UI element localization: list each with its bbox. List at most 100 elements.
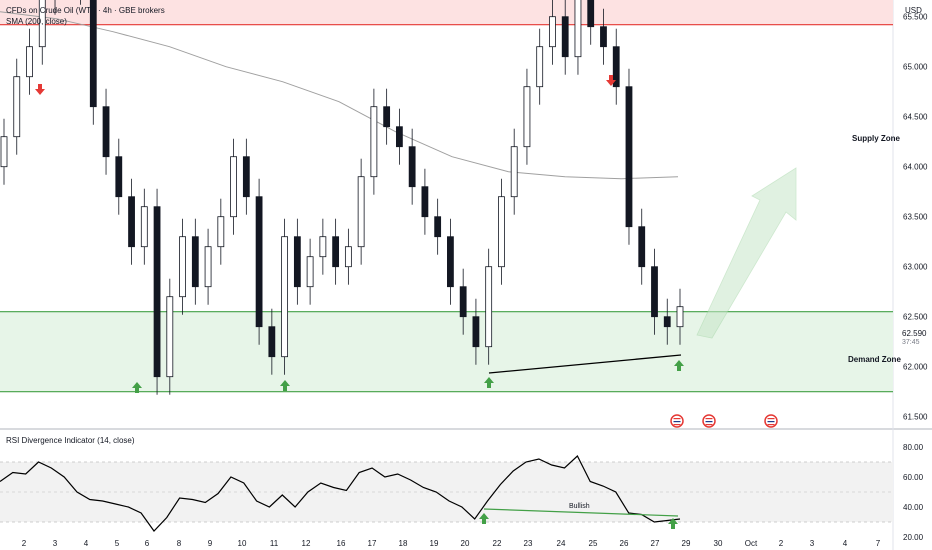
candle-body bbox=[536, 46, 544, 88]
time-tick-label: 22 bbox=[493, 539, 502, 548]
candle-body bbox=[89, 0, 97, 108]
rsi-tick-label: 20.00 bbox=[903, 533, 924, 542]
candle-body bbox=[128, 196, 135, 248]
time-tick-label: Oct bbox=[745, 539, 758, 548]
time-tick-label: 11 bbox=[270, 539, 279, 548]
time-tick-label: 2 bbox=[779, 539, 784, 548]
supply-zone-fill bbox=[0, 0, 893, 25]
up-arrow-icon bbox=[484, 377, 494, 388]
candle-body bbox=[115, 156, 123, 198]
time-tick-label: 9 bbox=[208, 539, 213, 548]
candle-body bbox=[600, 26, 607, 48]
price-tick-label: 62.000 bbox=[903, 363, 928, 372]
demand-zone-label: Demand Zone bbox=[848, 355, 901, 364]
candle-body bbox=[204, 246, 212, 288]
projection-arrow bbox=[696, 167, 797, 339]
rsi-line bbox=[0, 455, 681, 532]
time-tick-label: 17 bbox=[368, 539, 377, 548]
candle-body bbox=[217, 216, 225, 248]
last-price-box bbox=[894, 328, 932, 350]
time-tick-label: 23 bbox=[524, 539, 533, 548]
time-tick-label: 29 bbox=[682, 539, 691, 548]
candle-body bbox=[498, 196, 505, 268]
candle-body bbox=[574, 0, 582, 58]
time-tick-label: 16 bbox=[337, 539, 346, 548]
us-flag-stripe bbox=[767, 424, 775, 426]
candle-body bbox=[434, 216, 442, 238]
candle-body bbox=[13, 76, 21, 138]
us-flag-stripe bbox=[705, 421, 713, 423]
us-flag-stripe bbox=[673, 418, 681, 420]
candle-body bbox=[485, 266, 493, 348]
candle-body bbox=[510, 146, 518, 198]
candle-body bbox=[153, 206, 161, 378]
candle-body bbox=[357, 176, 365, 248]
candle-body bbox=[26, 46, 33, 78]
candle-body bbox=[523, 86, 531, 148]
time-tick-label: 12 bbox=[302, 539, 311, 548]
candle-body bbox=[370, 106, 378, 178]
time-tick-label: 20 bbox=[461, 539, 470, 548]
candle-body bbox=[663, 316, 671, 328]
time-tick-label: 19 bbox=[430, 539, 439, 548]
time-tick-label: 18 bbox=[399, 539, 408, 548]
candle-body bbox=[140, 206, 148, 248]
time-tick-label: 25 bbox=[589, 539, 598, 548]
time-tick-label: 4 bbox=[843, 539, 848, 548]
us-flag-stripe bbox=[767, 418, 775, 420]
price-tick-label: 65.000 bbox=[903, 63, 928, 72]
time-tick-label: 30 bbox=[714, 539, 723, 548]
candle-body bbox=[638, 226, 646, 268]
candle-body bbox=[306, 256, 314, 288]
candle-body bbox=[281, 236, 289, 358]
candle-body bbox=[383, 106, 391, 128]
candle-body bbox=[612, 46, 620, 88]
rsi-title[interactable]: RSI Divergence Indicator (14, close) bbox=[6, 436, 135, 445]
candle-body bbox=[549, 16, 556, 48]
us-flag-stripe bbox=[673, 421, 681, 423]
candle-body bbox=[651, 266, 658, 318]
supply-zone-label: Supply Zone bbox=[852, 134, 900, 143]
rsi-tick-label: 40.00 bbox=[903, 503, 924, 512]
rsi-tick-label: 80.00 bbox=[903, 443, 924, 452]
down-arrow-icon bbox=[35, 84, 45, 95]
candle-body bbox=[332, 236, 340, 268]
candle-body bbox=[319, 236, 327, 258]
time-tick-label: 6 bbox=[145, 539, 150, 548]
candle-body bbox=[625, 86, 633, 228]
candle-body bbox=[0, 136, 8, 168]
candle-body bbox=[268, 326, 276, 358]
price-tick-label: 64.000 bbox=[903, 163, 928, 172]
price-tick-label: 63.500 bbox=[903, 213, 928, 222]
candle-body bbox=[587, 0, 595, 28]
time-tick-label: 2 bbox=[22, 539, 27, 548]
down-arrow-icon bbox=[606, 75, 616, 86]
price-tick-label: 61.500 bbox=[903, 413, 928, 422]
currency-label: USD bbox=[905, 6, 922, 15]
price-tick-label: 65.500 bbox=[903, 13, 928, 22]
candle-body bbox=[230, 156, 237, 218]
candle-body bbox=[191, 236, 199, 288]
time-tick-label: 5 bbox=[115, 539, 120, 548]
up-arrow-icon bbox=[674, 360, 684, 371]
bullish-label: Bullish bbox=[569, 503, 590, 510]
candle-body bbox=[395, 126, 403, 148]
last-price-label: 62.590 bbox=[902, 329, 927, 338]
sma-200-line bbox=[0, 11, 679, 180]
time-tick-label: 3 bbox=[810, 539, 815, 548]
time-tick-label: 27 bbox=[651, 539, 660, 548]
candle-body bbox=[421, 186, 429, 218]
up-arrow-icon bbox=[479, 513, 489, 524]
sma-indicator-label[interactable]: SMA (200, close) bbox=[6, 17, 67, 26]
price-tick-label: 64.500 bbox=[903, 113, 928, 122]
time-tick-label: 3 bbox=[53, 539, 58, 548]
chart-title: CFDs on Crude Oil (WTI) · 4h · GBE broke… bbox=[6, 6, 165, 15]
up-arrow-icon bbox=[132, 382, 142, 393]
us-flag-stripe bbox=[673, 424, 681, 426]
candle-body bbox=[255, 196, 263, 328]
candle-body bbox=[408, 146, 416, 188]
time-tick-label: 8 bbox=[177, 539, 182, 548]
countdown-label: 37:45 bbox=[902, 339, 920, 346]
